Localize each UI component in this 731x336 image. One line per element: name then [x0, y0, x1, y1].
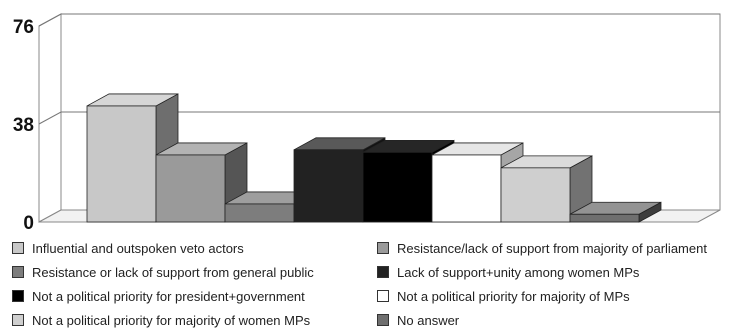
gridline	[38, 13, 720, 27]
legend-swatch	[12, 314, 24, 326]
bar-front	[431, 154, 502, 223]
legend-swatch	[12, 266, 24, 278]
legend-swatch	[377, 242, 389, 254]
chart-legend: Influential and outspoken veto actors Res…	[12, 239, 731, 336]
legend-item: Not a political priority for majority of…	[377, 287, 630, 305]
bar-front	[155, 154, 226, 223]
bar-front	[569, 213, 640, 223]
bar-chart: 0 38 76	[13, 13, 721, 234]
y-tick-label: 76	[13, 17, 34, 38]
bar-front	[362, 151, 433, 223]
legend-label: No answer	[397, 312, 460, 328]
legend-swatch	[377, 266, 389, 278]
legend-item: Not a political priority for majority of…	[12, 311, 310, 329]
legend-label: Not a political priority for president+g…	[32, 288, 305, 304]
legend-swatch	[377, 290, 389, 302]
legend-label: Influential and outspoken veto actors	[32, 240, 244, 256]
legend-item: Lack of support+unity among women MPs	[377, 263, 639, 281]
legend-item: Influential and outspoken veto actors	[12, 239, 244, 257]
chart-gridlines	[38, 13, 720, 125]
legend-label: Lack of support+unity among women MPs	[397, 264, 640, 280]
legend-swatch	[377, 314, 389, 326]
legend-label: Not a political priority for majority of…	[397, 288, 630, 304]
bar	[569, 201, 662, 223]
legend-swatch	[12, 242, 24, 254]
legend-item: Not a political priority for president+g…	[12, 287, 305, 305]
bar-front	[224, 203, 295, 223]
bar-front	[293, 149, 364, 223]
legend-label: Not a political priority for majority of…	[32, 312, 311, 328]
bar-front	[500, 167, 571, 223]
y-tick-label: 0	[23, 213, 34, 234]
legend-item: Resistance/lack of support from majority…	[377, 239, 707, 257]
bar-front	[86, 105, 157, 223]
legend-swatch	[12, 290, 24, 302]
y-axis-ticks: 0 38 76	[13, 17, 34, 234]
chart-bars	[86, 93, 662, 223]
gridline	[38, 111, 720, 125]
legend-item: No answer	[377, 311, 459, 329]
legend-item: Resistance or lack of support from gener…	[12, 263, 314, 281]
legend-label: Resistance/lack of support from majority…	[397, 240, 707, 256]
legend-label: Resistance or lack of support from gener…	[32, 264, 314, 280]
y-tick-label: 38	[13, 115, 34, 136]
